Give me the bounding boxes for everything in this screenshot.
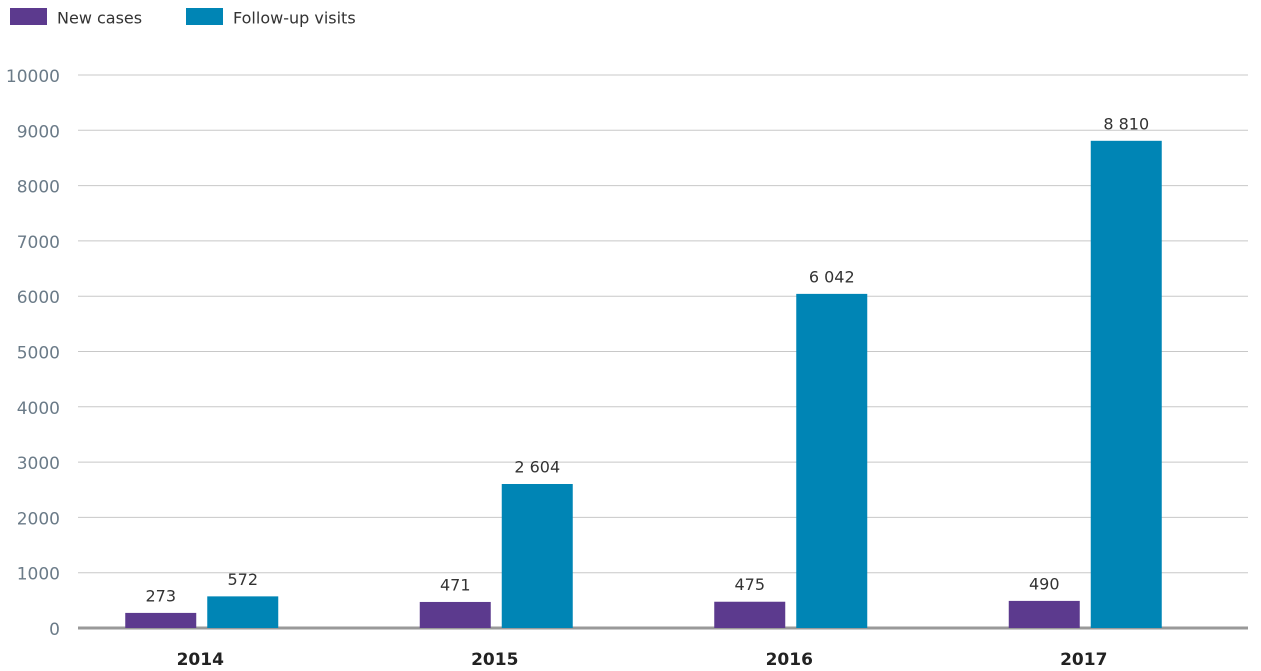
bar: [207, 596, 279, 628]
bar: [1090, 140, 1162, 628]
x-tick-label: 2015: [471, 650, 518, 670]
y-tick-label: 1000: [17, 565, 60, 585]
y-tick-label: 9000: [17, 122, 60, 142]
y-tick-label: 8000: [17, 178, 60, 198]
bar: [796, 293, 868, 628]
x-tick-label: 2014: [177, 650, 224, 670]
bar: [501, 483, 573, 628]
bar: [714, 601, 786, 628]
value-label: 2 604: [514, 457, 560, 476]
y-tick-label: 4000: [17, 399, 60, 419]
y-tick-label: 0: [49, 620, 60, 640]
y-tick-label: 10000: [6, 67, 60, 87]
legend-label: Follow-up visits: [233, 9, 356, 28]
legend-swatch: [10, 8, 47, 25]
value-label: 471: [440, 575, 471, 594]
x-tick-label: 2017: [1060, 650, 1107, 670]
bar: [1008, 600, 1080, 628]
y-tick-label: 6000: [17, 288, 60, 308]
y-tick-label: 2000: [17, 509, 60, 529]
value-label: 475: [734, 575, 765, 594]
value-label: 6 042: [809, 267, 855, 286]
bar: [125, 612, 197, 628]
legend-label: New cases: [57, 9, 142, 28]
y-tick-label: 5000: [17, 344, 60, 364]
y-tick-label: 7000: [17, 233, 60, 253]
x-tick-label: 2016: [766, 650, 813, 670]
legend-swatch: [186, 8, 223, 25]
y-tick-label: 3000: [17, 454, 60, 474]
value-label: 490: [1029, 574, 1060, 593]
value-label: 8 810: [1103, 114, 1149, 133]
bar: [419, 601, 491, 628]
value-label: 572: [227, 570, 258, 589]
value-label: 273: [145, 586, 176, 605]
